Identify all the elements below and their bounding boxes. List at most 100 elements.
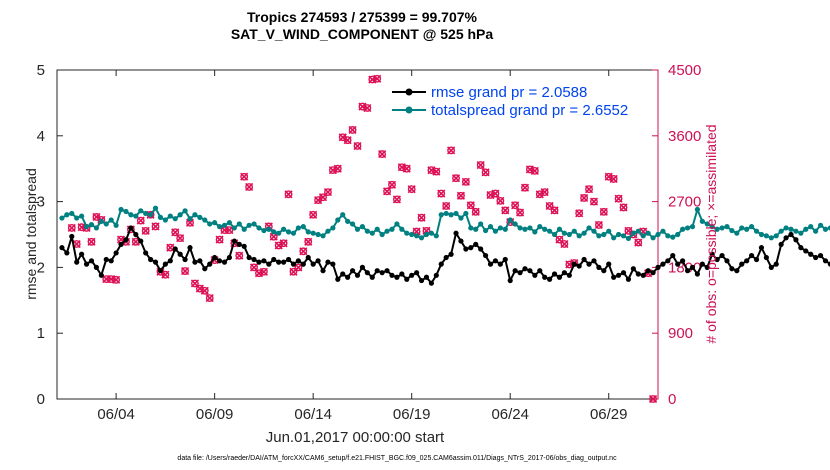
obs-assimilated-marker xyxy=(525,165,534,174)
obs-marker xyxy=(501,206,510,215)
rmse-point xyxy=(64,250,70,256)
totalspread-point xyxy=(502,226,508,232)
obs-marker xyxy=(466,201,475,210)
rmse-point xyxy=(655,264,661,270)
obs-possible-marker xyxy=(319,193,327,202)
y2-axis-label: # of obs: o=possible; ×=assimilated xyxy=(703,124,719,343)
obs-marker xyxy=(294,263,303,272)
totalspread-point xyxy=(507,217,513,223)
obs-possible-marker xyxy=(181,267,189,275)
obs-possible-marker xyxy=(260,267,268,276)
rmse-point xyxy=(295,258,301,264)
totalspread-point xyxy=(542,226,548,232)
obs-marker xyxy=(496,196,505,205)
obs-assimilated-marker xyxy=(491,189,500,198)
totalspread-point xyxy=(354,226,361,232)
rmse-point xyxy=(443,254,449,261)
obs-possible-marker xyxy=(476,161,485,169)
rmse-point xyxy=(438,261,444,267)
totalspread-point xyxy=(468,225,474,231)
rmse-point xyxy=(566,272,572,278)
obs-possible-marker xyxy=(594,221,603,229)
totalspread-point xyxy=(83,224,90,230)
rmse-point xyxy=(276,259,282,265)
obs-assimilated-marker xyxy=(427,166,436,175)
totalspread-point xyxy=(276,230,282,236)
rmse-point xyxy=(231,238,237,244)
obs-assimilated-marker xyxy=(205,294,214,303)
rmse-point xyxy=(108,258,114,264)
y-tick-label: 3 xyxy=(37,194,45,211)
totalspread-point xyxy=(74,215,80,221)
rmse-point xyxy=(615,272,622,278)
obs-assimilated-marker xyxy=(456,191,466,200)
obs-possible-marker xyxy=(215,235,224,244)
totalspread-point xyxy=(606,228,612,234)
rmse-point xyxy=(98,272,104,278)
totalspread-point xyxy=(517,225,523,231)
obs-marker xyxy=(240,172,249,181)
rmse-point xyxy=(93,264,100,270)
obs-marker xyxy=(323,188,333,197)
rmse-point xyxy=(212,254,218,261)
rmse-point xyxy=(374,268,380,274)
totalspread-point xyxy=(822,226,829,232)
obs-assimilated-marker xyxy=(382,187,392,196)
totalspread-point xyxy=(167,213,173,219)
obs-assimilated-marker xyxy=(545,201,554,211)
obs-assimilated-marker xyxy=(511,201,520,210)
obs-marker xyxy=(215,235,224,244)
totalspread-point xyxy=(561,230,568,236)
totalspread-point xyxy=(143,210,149,217)
rmse-point xyxy=(152,259,159,265)
obs-possible-marker xyxy=(461,177,470,186)
rmse-point xyxy=(822,258,829,264)
obs-assimilated-marker xyxy=(560,239,569,249)
rmse-point xyxy=(409,272,415,278)
obs-marker xyxy=(245,182,254,192)
obs-possible-marker xyxy=(240,172,249,181)
obs-possible-marker xyxy=(294,263,303,272)
totalspread-point xyxy=(295,225,301,231)
totalspread-point xyxy=(699,218,705,224)
totalspread-point xyxy=(547,228,553,234)
rmse-point xyxy=(571,261,577,267)
obs-possible-marker xyxy=(299,247,308,256)
obs-marker xyxy=(373,74,382,83)
rmse-point xyxy=(478,246,484,252)
obs-assimilated-marker xyxy=(299,247,308,256)
totalspread-point xyxy=(290,230,297,236)
obs-marker xyxy=(456,191,466,200)
obs-possible-marker xyxy=(378,150,387,158)
totalspread-point xyxy=(793,228,799,234)
obs-possible-marker xyxy=(225,226,234,235)
obs-assimilated-marker xyxy=(624,226,633,235)
obs-possible-marker xyxy=(304,237,313,246)
totalspread-point xyxy=(768,235,774,241)
totalspread-point xyxy=(601,231,607,238)
obs-marker xyxy=(550,206,559,215)
rmse-point xyxy=(463,246,469,252)
obs-possible-marker xyxy=(136,216,145,225)
totalspread-point xyxy=(409,231,415,238)
rmse-point xyxy=(748,252,755,259)
totalspread-point xyxy=(680,226,686,232)
totalspread-point xyxy=(473,226,479,232)
obs-assimilated-marker xyxy=(151,222,160,231)
totalspread-point xyxy=(689,224,696,230)
obs-assimilated-marker xyxy=(112,275,121,284)
totalspread-point xyxy=(448,212,454,218)
rmse-point xyxy=(581,256,587,263)
totalspread-point xyxy=(305,229,311,235)
totalspread-point xyxy=(226,220,233,226)
rmse-point xyxy=(482,252,489,259)
totalspread-point xyxy=(118,206,124,213)
rmse-point xyxy=(369,274,375,280)
obs-possible-marker xyxy=(599,207,608,216)
rmse-point xyxy=(157,268,164,274)
totalspread-point xyxy=(640,233,646,239)
obs-marker xyxy=(540,188,549,197)
obs-possible-marker xyxy=(590,197,598,206)
rmse-point xyxy=(74,259,80,265)
totalspread-point xyxy=(231,225,237,231)
